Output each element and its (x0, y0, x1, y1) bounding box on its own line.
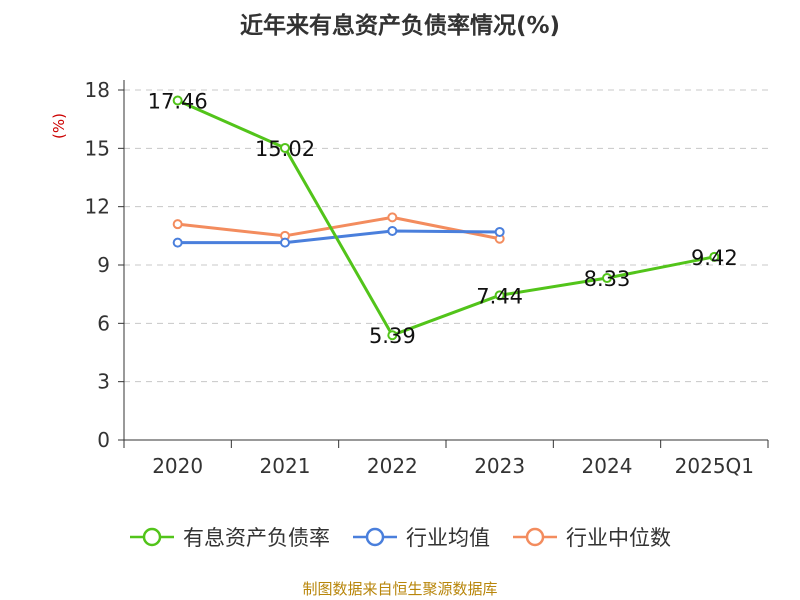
data-point-s0-2020[interactable] (172, 95, 183, 106)
data-point-s0-2022[interactable] (387, 330, 398, 341)
legend-item-industry-average[interactable]: 行业均值 (352, 522, 490, 552)
legend-circle-median (525, 527, 545, 547)
legend-marker-industry-median (513, 527, 557, 547)
y-tick-label-0: 0 (97, 428, 110, 452)
legend-circle-debt (142, 527, 162, 547)
legend-label-industry-median: 行业中位数 (566, 526, 671, 550)
x-tick-label-2022: 2022 (367, 454, 418, 478)
series-lines (172, 95, 720, 341)
legend-item-debt-ratio[interactable]: 有息资产负债率 (129, 522, 330, 552)
x-tick-label-2024: 2024 (582, 454, 633, 478)
data-label-2022: 5.39 (369, 324, 416, 348)
data-label-2020: 17.46 (148, 90, 208, 114)
chart-title: 近年来有息资产负债率情况(%) (239, 13, 561, 39)
grid-lines (124, 89, 768, 383)
legend-marker-debt-ratio (130, 527, 174, 547)
data-label-2025Q1: 9.42 (691, 246, 738, 270)
x-tick-label-2023: 2023 (474, 454, 525, 478)
x-tick-label-2025Q1: 2025Q1 (675, 454, 754, 478)
data-labels: 17.46 15.02 5.39 7.44 8.33 9.42 (148, 90, 738, 349)
y-tick-label-3: 3 (97, 370, 110, 394)
x-tick-label-2020: 2020 (152, 454, 203, 478)
data-point-s2-2020[interactable] (172, 219, 183, 230)
series-line-0 (176, 99, 716, 337)
data-source-note: 制图数据来自恒生聚源数据库 (302, 580, 498, 598)
data-point-s1-2023[interactable] (494, 226, 505, 237)
data-point-s2-2022[interactable] (387, 212, 398, 223)
series-line-2 (176, 215, 502, 241)
legend-marker-industry-average (353, 527, 397, 547)
legend-circle-average (365, 527, 385, 547)
y-tick-label-12: 12 (85, 195, 110, 219)
series-line-1 (176, 229, 502, 245)
legend-item-industry-median[interactable]: 行业中位数 (512, 522, 671, 552)
y-tick-label-9: 9 (97, 253, 110, 277)
data-point-s0-2023[interactable] (494, 290, 505, 301)
data-point-s0-2025Q1[interactable] (709, 251, 720, 262)
data-point-s1-2021[interactable] (280, 237, 290, 248)
legend-label-industry-average: 行业均值 (406, 526, 490, 550)
x-tick-label-2021: 2021 (260, 454, 311, 478)
y-tick-label-6: 6 (97, 311, 110, 335)
axes: 0 3 6 9 12 15 18 (%) 2020 2021 2022 2023 2024 2025Q1 (50, 78, 769, 478)
data-label-2021: 15.02 (255, 137, 315, 161)
y-tick-label-15: 15 (85, 136, 110, 160)
data-point-s0-2021[interactable] (280, 142, 290, 153)
legend: 有息资产负债率 行业均值 行业中位数 (0, 520, 800, 554)
data-point-s1-2022[interactable] (387, 225, 398, 236)
y-tick-label-18: 18 (85, 78, 110, 102)
y-axis-unit-label: (%) (50, 113, 68, 139)
legend-label-debt-ratio: 有息资产负债率 (183, 526, 330, 550)
data-label-2024: 8.33 (584, 267, 631, 291)
data-label-2023: 7.44 (476, 284, 523, 308)
data-point-s1-2020[interactable] (172, 237, 183, 248)
data-point-s0-2024[interactable] (602, 273, 612, 284)
